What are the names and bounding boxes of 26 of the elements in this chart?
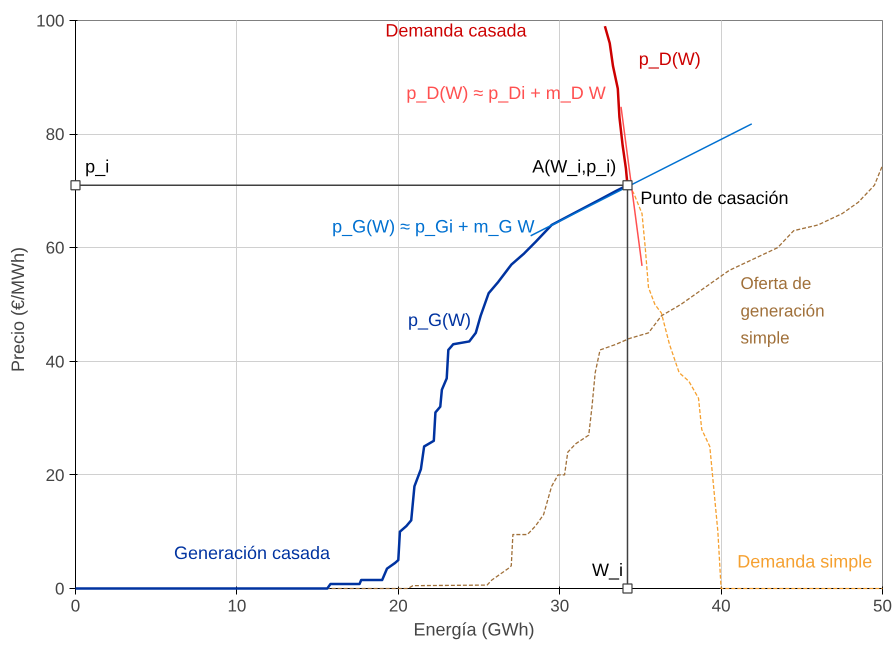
y-tick-label: 80 xyxy=(46,125,65,144)
annotation: p_G(W) ≈ p_Gi + m_G W xyxy=(332,216,535,236)
y-axis-title: Precio (€/MWh) xyxy=(8,246,28,372)
x-axis-title: Energía (GWh) xyxy=(413,620,535,640)
annotation: Demanda casada xyxy=(385,20,528,40)
x-tick-label: 30 xyxy=(550,596,570,616)
x-tick-label: 20 xyxy=(388,596,408,616)
annotation: Oferta de generación simple xyxy=(740,274,825,348)
y-tick-label: 20 xyxy=(46,466,65,485)
x-tick-label: 40 xyxy=(712,596,731,616)
annotation: p_D(W) xyxy=(638,48,701,69)
annotation: Demanda simple xyxy=(737,551,872,572)
y-tick-label: 0 xyxy=(55,580,65,598)
annotation: A(W_i,p_i) xyxy=(532,156,616,177)
y-tick-label: 40 xyxy=(46,352,65,372)
annotation: W_i xyxy=(592,560,623,580)
x-tick-label: 10 xyxy=(227,596,246,616)
annotation: p_D(W) ≈ p_Di + m_D W xyxy=(406,82,606,103)
annotation: Punto de casación xyxy=(640,188,789,208)
x-tick-label: 50 xyxy=(873,596,892,616)
annotation: p_G(W) xyxy=(408,310,471,330)
y-tick-label: 100 xyxy=(36,12,65,30)
annotation: p_i xyxy=(85,156,110,177)
annotation: Generación casada xyxy=(174,542,332,563)
y-tick-label: 60 xyxy=(46,238,65,258)
x-tick-label: 0 xyxy=(70,596,80,616)
